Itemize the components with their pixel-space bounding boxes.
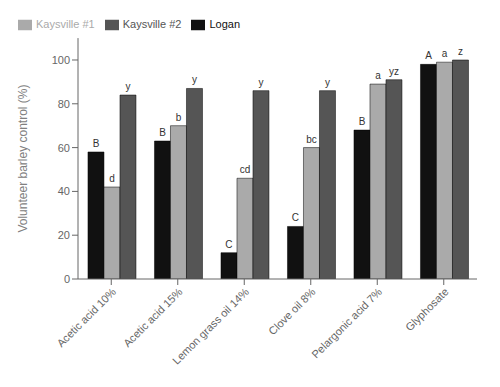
svg-text:C: C: [292, 212, 299, 223]
svg-text:B: B: [359, 116, 366, 127]
svg-text:Acetic acid 15%: Acetic acid 15%: [121, 285, 185, 349]
svg-text:y: y: [192, 74, 197, 85]
svg-text:yz: yz: [389, 66, 399, 77]
svg-text:Volunteer barley control (%): Volunteer barley control (%): [16, 85, 30, 233]
svg-text:Acetic acid 10%: Acetic acid 10%: [54, 285, 118, 349]
svg-text:a: a: [375, 70, 381, 81]
html-text:Kaysville #1: Kaysville #1: [36, 18, 95, 30]
svg-text:b: b: [176, 112, 182, 123]
svg-text:B: B: [159, 127, 166, 138]
html-text:Logan: Logan: [209, 18, 240, 30]
svg-text:60: 60: [58, 142, 70, 154]
svg-text:z: z: [458, 46, 463, 57]
svg-text:Glyphosate: Glyphosate: [403, 285, 451, 333]
svg-text:a: a: [442, 48, 448, 59]
svg-text:100: 100: [52, 54, 70, 66]
svg-text:80: 80: [58, 98, 70, 110]
svg-text:Pelargonic acid 7%: Pelargonic acid 7%: [309, 285, 384, 360]
svg-text:20: 20: [58, 229, 70, 241]
svg-text:40: 40: [58, 185, 70, 197]
svg-text:0: 0: [64, 273, 70, 285]
svg-text:bc: bc: [306, 134, 317, 145]
svg-text:y: y: [125, 81, 130, 92]
svg-text:B: B: [93, 138, 100, 149]
svg-text:d: d: [109, 173, 115, 184]
svg-text:C: C: [225, 239, 232, 250]
svg-text:y: y: [258, 77, 263, 88]
svg-text:Clove oil 8%: Clove oil 8%: [266, 285, 318, 337]
svg-text:y: y: [325, 77, 330, 88]
svg-text:cd: cd: [240, 164, 251, 175]
svg-text:A: A: [425, 50, 432, 61]
svg-text:Lemon grass oil 14%: Lemon grass oil 14%: [170, 285, 251, 366]
html-text:Kaysville #2: Kaysville #2: [122, 18, 182, 30]
